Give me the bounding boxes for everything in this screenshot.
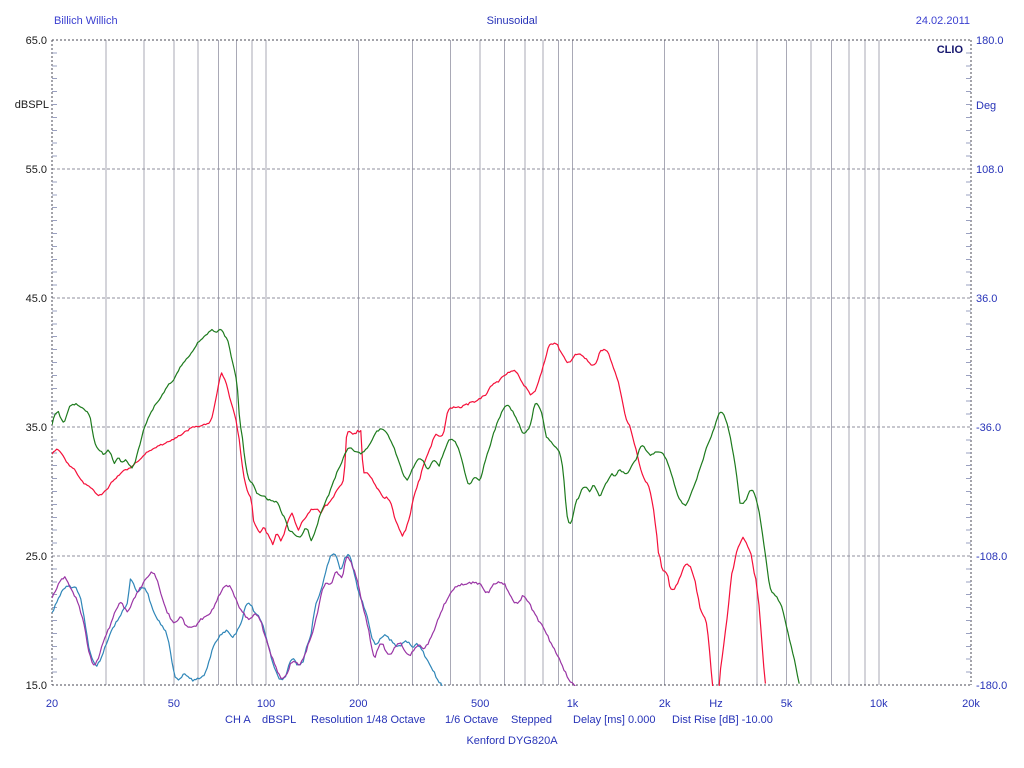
svg-text:25.0: 25.0 <box>26 551 47 563</box>
svg-text:65.0: 65.0 <box>26 35 47 47</box>
svg-text:CH A: CH A <box>225 714 251 726</box>
svg-text:Hz: Hz <box>709 698 722 710</box>
svg-text:Sinusoidal: Sinusoidal <box>487 15 538 27</box>
svg-text:24.02.2011: 24.02.2011 <box>916 15 970 27</box>
svg-text:15.0: 15.0 <box>26 680 47 692</box>
svg-text:50: 50 <box>168 698 180 710</box>
svg-text:500: 500 <box>471 698 489 710</box>
svg-text:-36.0: -36.0 <box>976 422 1001 434</box>
svg-text:CLIO: CLIO <box>937 44 964 56</box>
svg-text:Deg: Deg <box>976 100 996 112</box>
svg-text:-180.0: -180.0 <box>976 680 1007 692</box>
svg-text:dBSPL: dBSPL <box>15 99 49 111</box>
svg-text:45.0: 45.0 <box>26 293 47 305</box>
svg-text:20k: 20k <box>962 698 980 710</box>
svg-text:Billich Willich: Billich Willich <box>54 15 118 27</box>
svg-text:10k: 10k <box>870 698 888 710</box>
svg-text:2k: 2k <box>659 698 671 710</box>
svg-text:108.0: 108.0 <box>976 164 1004 176</box>
svg-text:35.0: 35.0 <box>26 422 47 434</box>
svg-text:dBSPL: dBSPL <box>262 714 296 726</box>
svg-text:100: 100 <box>257 698 275 710</box>
svg-text:36.0: 36.0 <box>976 293 997 305</box>
svg-text:Resolution 1/48 Octave: Resolution 1/48 Octave <box>311 714 425 726</box>
svg-text:Kenford DYG820A: Kenford DYG820A <box>466 735 558 747</box>
svg-text:-108.0: -108.0 <box>976 551 1007 563</box>
svg-text:200: 200 <box>349 698 367 710</box>
svg-text:Stepped: Stepped <box>511 714 552 726</box>
svg-text:Dist Rise [dB] -10.00: Dist Rise [dB] -10.00 <box>672 714 773 726</box>
svg-text:5k: 5k <box>781 698 793 710</box>
svg-text:1/6 Octave: 1/6 Octave <box>445 714 498 726</box>
svg-text:55.0: 55.0 <box>26 164 47 176</box>
svg-text:20: 20 <box>46 698 58 710</box>
svg-text:180.0: 180.0 <box>976 35 1004 47</box>
svg-text:1k: 1k <box>567 698 579 710</box>
svg-text:Delay [ms] 0.000: Delay [ms] 0.000 <box>573 714 656 726</box>
